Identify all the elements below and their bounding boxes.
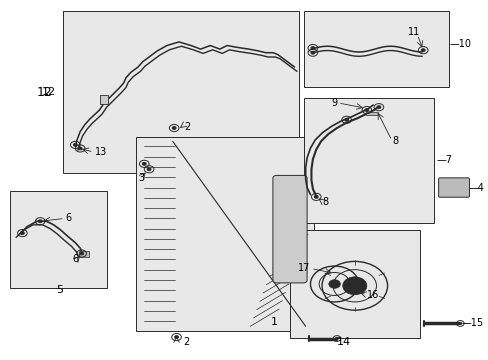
FancyBboxPatch shape [272, 175, 306, 283]
Text: —7: —7 [435, 155, 451, 165]
Circle shape [20, 231, 24, 234]
Bar [63, 12, 299, 173]
Circle shape [310, 46, 314, 49]
Text: 13: 13 [95, 147, 107, 157]
Circle shape [147, 168, 151, 171]
Text: 6: 6 [72, 254, 78, 264]
Circle shape [376, 106, 380, 109]
Text: 2: 2 [183, 122, 190, 132]
Circle shape [314, 195, 318, 198]
Text: —15: —15 [461, 319, 483, 328]
Circle shape [342, 277, 366, 295]
Circle shape [364, 109, 368, 112]
Circle shape [80, 252, 83, 255]
Bar [365, 112, 377, 116]
Text: 3: 3 [138, 173, 144, 183]
Bar [10, 191, 106, 288]
Text: 9: 9 [330, 98, 337, 108]
Text: 17: 17 [298, 263, 310, 273]
Circle shape [335, 337, 338, 339]
Circle shape [78, 147, 82, 150]
Text: —10: —10 [449, 39, 471, 49]
Circle shape [458, 322, 461, 324]
Text: 8: 8 [322, 197, 328, 207]
Circle shape [310, 51, 314, 54]
Circle shape [344, 118, 348, 121]
Text: 8: 8 [391, 136, 397, 145]
Bar [79, 251, 89, 257]
Circle shape [174, 336, 178, 338]
Bar [100, 95, 108, 104]
Circle shape [172, 127, 176, 130]
Bar [304, 12, 448, 87]
Text: 12: 12 [41, 87, 56, 97]
Text: 1: 1 [270, 317, 277, 327]
Circle shape [73, 143, 77, 146]
Circle shape [38, 220, 42, 223]
Text: —4: —4 [468, 183, 484, 193]
Circle shape [142, 162, 146, 165]
FancyBboxPatch shape [438, 178, 468, 197]
Text: 5: 5 [56, 285, 63, 295]
Text: 2: 2 [183, 337, 189, 347]
Text: 6: 6 [65, 213, 72, 223]
Text: 14: 14 [336, 337, 350, 347]
Bar [304, 98, 433, 223]
Text: 16: 16 [366, 291, 378, 301]
Text: 11: 11 [407, 27, 419, 37]
Circle shape [328, 280, 340, 288]
Bar [135, 137, 313, 330]
Text: 12: 12 [37, 86, 53, 99]
Circle shape [421, 49, 424, 51]
Bar [289, 230, 419, 338]
